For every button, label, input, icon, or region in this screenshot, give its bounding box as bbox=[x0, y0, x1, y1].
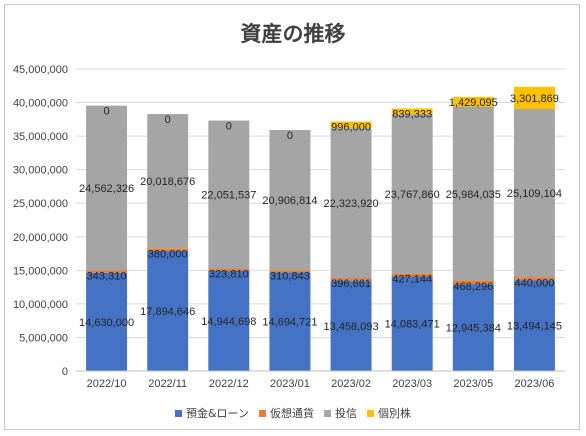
y-tick-label: 30,000,000 bbox=[13, 165, 68, 177]
x-tick-label: 2023/05 bbox=[453, 378, 493, 390]
y-tick-label: 10,000,000 bbox=[13, 299, 68, 311]
data-label: 0 bbox=[165, 114, 171, 126]
bar-segment bbox=[330, 278, 372, 281]
data-label: 380,000 bbox=[148, 248, 188, 260]
data-label: 440,000 bbox=[515, 277, 555, 289]
bar-segment bbox=[86, 105, 128, 271]
x-tick-label: 2022/11 bbox=[148, 378, 187, 390]
legend-label: 投信 bbox=[335, 407, 358, 420]
legend-swatch bbox=[367, 409, 375, 417]
data-label: 0 bbox=[104, 106, 110, 118]
bar-segment bbox=[330, 280, 372, 371]
bar-segment bbox=[452, 97, 494, 107]
bar-segment bbox=[147, 248, 189, 251]
bar-segment bbox=[86, 270, 128, 273]
y-tick-label: 45,000,000 bbox=[13, 64, 68, 76]
data-label: 343,310 bbox=[87, 271, 127, 283]
legend-swatch bbox=[174, 409, 182, 417]
bar-segment bbox=[269, 129, 311, 271]
y-tick-label: 40,000,000 bbox=[13, 98, 68, 110]
data-label: 14,944,698 bbox=[201, 316, 256, 328]
y-tick-label: 5,000,000 bbox=[19, 332, 68, 344]
data-label: 14,630,000 bbox=[79, 317, 134, 329]
chart-title: 資産の推移 bbox=[240, 22, 346, 46]
data-label: 14,083,471 bbox=[385, 319, 440, 331]
legend-swatch bbox=[324, 409, 332, 417]
y-tick-label: 20,000,000 bbox=[13, 232, 68, 244]
bar-segment bbox=[452, 106, 494, 281]
data-label: 0 bbox=[226, 121, 232, 133]
data-label: 20,018,676 bbox=[140, 176, 195, 188]
data-label: 20,906,814 bbox=[262, 195, 317, 207]
y-tick-label: 35,000,000 bbox=[13, 131, 68, 143]
legend-item: 投信 bbox=[324, 405, 357, 421]
data-label: 25,984,035 bbox=[446, 189, 501, 201]
data-label: 17,894,646 bbox=[140, 306, 195, 318]
data-label: 427,144 bbox=[392, 274, 432, 286]
legend-item: 仮想通貨 bbox=[259, 405, 314, 421]
bar-segment bbox=[391, 114, 433, 274]
data-label: 839,333 bbox=[392, 108, 432, 120]
data-label: 13,494,145 bbox=[507, 321, 562, 333]
data-label: 310,843 bbox=[270, 270, 310, 282]
x-tick-label: 2022/12 bbox=[209, 378, 249, 390]
data-label: 23,767,860 bbox=[385, 189, 440, 201]
legend-item: 個別株 bbox=[367, 405, 411, 421]
bar-segment bbox=[269, 270, 311, 273]
data-label: 996,000 bbox=[331, 122, 371, 134]
data-label: 25,109,104 bbox=[507, 188, 562, 200]
data-label: 468,296 bbox=[453, 281, 493, 293]
data-label: 396,661 bbox=[331, 278, 371, 290]
legend-item: 預金&ローン bbox=[174, 405, 250, 421]
y-tick-label: 0 bbox=[62, 366, 68, 378]
bar-segment bbox=[452, 284, 494, 371]
data-label: 12,945,384 bbox=[446, 323, 501, 335]
data-label: 22,051,537 bbox=[201, 190, 256, 202]
bar-segment bbox=[391, 108, 433, 115]
bar-segment bbox=[330, 121, 372, 129]
bar-segment bbox=[208, 268, 250, 271]
legend-label: 仮想通貨 bbox=[270, 407, 315, 420]
bar-segment bbox=[269, 272, 311, 371]
bar-segment bbox=[513, 277, 555, 281]
x-tick-label: 2023/03 bbox=[392, 378, 432, 390]
bar-segment bbox=[208, 270, 250, 371]
bar-segment bbox=[513, 280, 555, 371]
x-tick-label: 2022/10 bbox=[87, 378, 127, 390]
data-label: 323,810 bbox=[209, 269, 249, 281]
bar-segment bbox=[86, 272, 128, 371]
data-label: 22,323,920 bbox=[324, 198, 379, 210]
x-tick-label: 2023/01 bbox=[270, 378, 310, 390]
legend-swatch bbox=[259, 409, 267, 417]
x-tick-label: 2023/06 bbox=[515, 378, 555, 390]
bar-segment bbox=[208, 120, 250, 269]
chart-legend: 預金&ローン 仮想通貨 投信 個別株 bbox=[0, 405, 586, 421]
legend-label: 預金&ローン bbox=[185, 407, 250, 420]
x-tick-label: 2023/02 bbox=[331, 378, 371, 390]
y-tick-label: 25,000,000 bbox=[13, 198, 68, 210]
data-label: 14,694,721 bbox=[262, 317, 317, 329]
bar-segment bbox=[147, 250, 189, 371]
legend-label: 個別株 bbox=[378, 407, 412, 420]
bar-segment bbox=[513, 86, 555, 109]
bar-segment bbox=[147, 114, 189, 249]
data-label: 24,562,326 bbox=[79, 183, 134, 195]
bar-segment bbox=[330, 128, 372, 279]
bar-segment bbox=[513, 108, 555, 278]
bar-segment bbox=[452, 280, 494, 285]
bar-segment bbox=[391, 276, 433, 371]
data-label: 1,429,095 bbox=[449, 97, 498, 109]
data-label: 0 bbox=[287, 130, 293, 142]
data-label: 13,458,093 bbox=[324, 321, 379, 333]
y-tick-label: 15,000,000 bbox=[13, 265, 68, 277]
bar-segment bbox=[391, 273, 433, 277]
data-label: 3,301,869 bbox=[510, 93, 559, 105]
